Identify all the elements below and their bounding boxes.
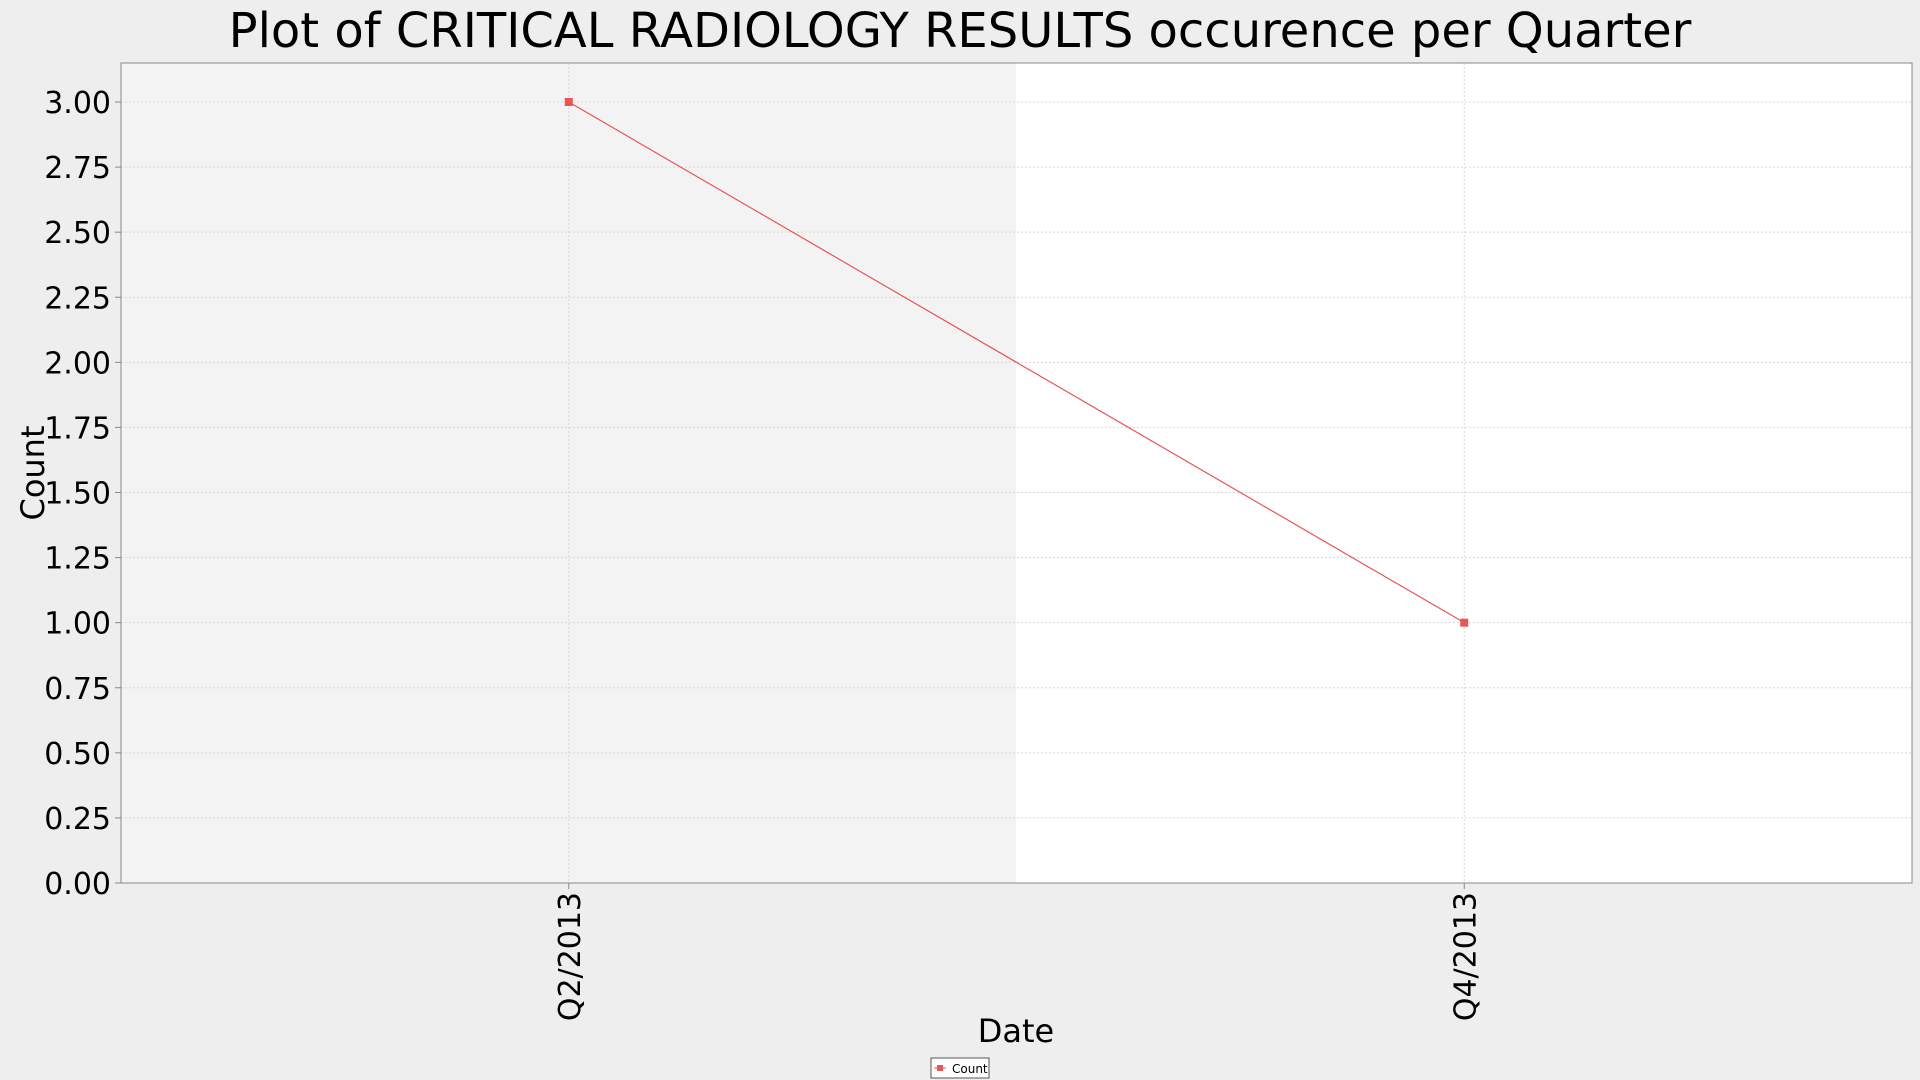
legend-label-count: Count bbox=[952, 1062, 988, 1076]
y-tick-label: 2.25 bbox=[44, 281, 111, 316]
y-axis-label: Count bbox=[14, 425, 52, 520]
x-axis-ticks: Q2/2013 Q4/2013 bbox=[553, 883, 1483, 1021]
chart-title: Plot of CRITICAL RADIOLOGY RESULTS occur… bbox=[229, 3, 1692, 59]
x-tick-label: Q2/2013 bbox=[553, 892, 588, 1021]
y-axis-ticks: 0.00 0.25 0.50 0.75 1.00 1.25 1.50 1.75 2.00 2.25… bbox=[44, 86, 121, 902]
data-point bbox=[564, 98, 573, 106]
y-tick-label: 2.50 bbox=[44, 216, 111, 251]
legend-marker bbox=[937, 1065, 943, 1071]
plot-area bbox=[121, 63, 1912, 883]
y-tick-label: 1.00 bbox=[44, 607, 111, 642]
y-tick-label: 0.00 bbox=[44, 867, 111, 902]
y-tick-label: 2.75 bbox=[44, 151, 111, 186]
series-count bbox=[564, 98, 1469, 627]
legend: Count bbox=[930, 1057, 990, 1079]
y-tick-label: 0.25 bbox=[44, 802, 111, 837]
y-tick-label: 1.50 bbox=[44, 477, 111, 512]
data-point bbox=[1460, 618, 1469, 627]
legend-box bbox=[930, 1057, 990, 1079]
y-tick-label: 2.00 bbox=[44, 346, 111, 381]
x-axis-label: Date bbox=[978, 1012, 1054, 1050]
y-tick-label: 0.50 bbox=[44, 737, 111, 772]
y-tick-label: 1.75 bbox=[44, 411, 111, 446]
series-line bbox=[568, 101, 1465, 624]
y-tick-label: 1.25 bbox=[44, 542, 111, 577]
x-tick-label: Q4/2013 bbox=[1448, 892, 1483, 1021]
plot-border bbox=[120, 62, 1913, 884]
y-tick-label: 3.00 bbox=[44, 86, 111, 121]
y-tick-label: 0.75 bbox=[44, 672, 111, 707]
grid bbox=[121, 63, 1912, 884]
